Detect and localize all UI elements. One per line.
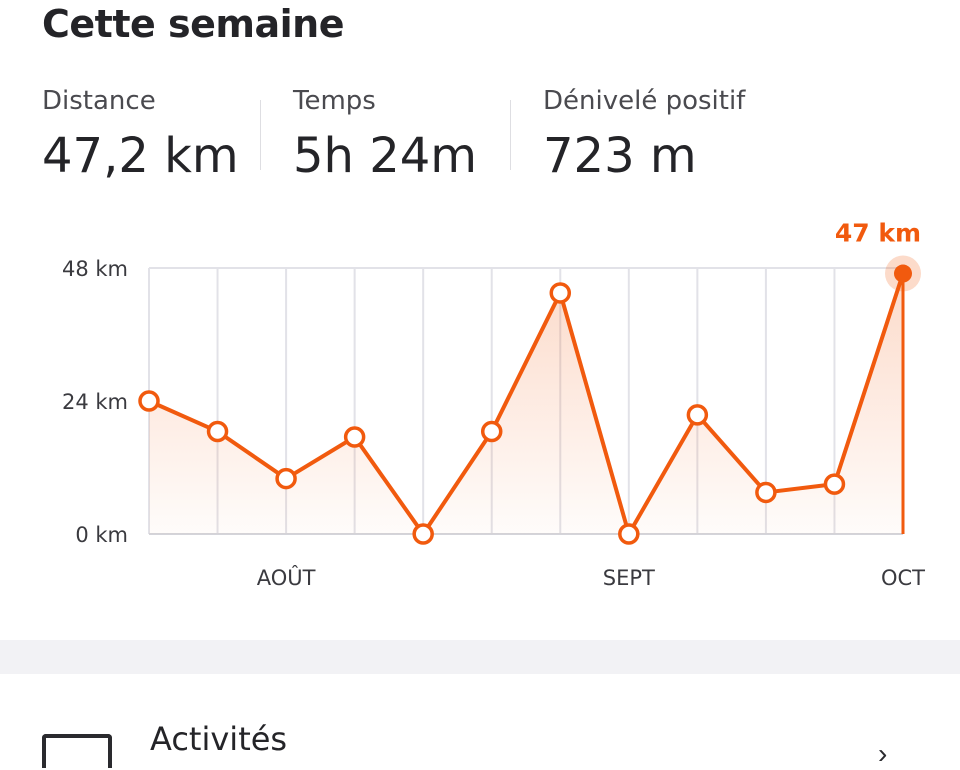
- stats-row: Distance 47,2 km Temps 5h 24m Dénivelé p…: [42, 86, 942, 196]
- y-tick-label: 48 km: [62, 257, 128, 281]
- stat-elevation-value: 723 m: [543, 128, 697, 184]
- y-tick-label: 24 km: [62, 390, 128, 414]
- stat-divider: [260, 100, 261, 170]
- data-point: [755, 481, 777, 504]
- stat-elevation: Dénivelé positif 723 m: [543, 86, 745, 184]
- stat-distance-label: Distance: [42, 86, 156, 116]
- activities-label: Activités: [150, 720, 288, 758]
- highlight-point: [894, 264, 912, 283]
- section-separator: [0, 640, 960, 674]
- stat-time-value: 5h 24m: [293, 128, 478, 184]
- data-point: [206, 420, 229, 443]
- highlight-label: 47 km: [835, 219, 921, 248]
- data-point: [686, 404, 709, 426]
- data-point: [138, 390, 160, 412]
- stat-distance-value: 47,2 km: [42, 128, 239, 184]
- stat-divider: [510, 100, 511, 170]
- series-line: [148, 272, 905, 536]
- page-title: Cette semaine: [42, 2, 344, 46]
- series-area: [149, 273, 903, 534]
- x-tick-label: SEPT: [603, 566, 655, 590]
- stat-time-label: Temps: [293, 86, 376, 116]
- data-point: [823, 473, 846, 495]
- data-point: [480, 420, 503, 443]
- data-point: [618, 523, 640, 545]
- y-tick-label: 0 km: [75, 523, 128, 547]
- stat-distance: Distance 47,2 km: [42, 86, 239, 184]
- activities-row[interactable]: Activités ›: [0, 674, 960, 769]
- data-point: [275, 467, 297, 490]
- stat-elevation-label: Dénivelé positif: [543, 86, 746, 116]
- data-point: [549, 282, 572, 304]
- chevron-right-icon: ›: [878, 738, 888, 769]
- data-point: [343, 426, 366, 448]
- data-point: [412, 523, 434, 545]
- stat-time: Temps 5h 24m: [293, 86, 477, 184]
- x-tick-label: AOÛT: [257, 565, 316, 590]
- weekly-distance-chart[interactable]: 0 km 24 km 48 km AOÛT SEPT OCT 47 km: [0, 210, 960, 605]
- activity-icon: [42, 734, 112, 768]
- x-tick-label: OCT: [881, 566, 925, 590]
